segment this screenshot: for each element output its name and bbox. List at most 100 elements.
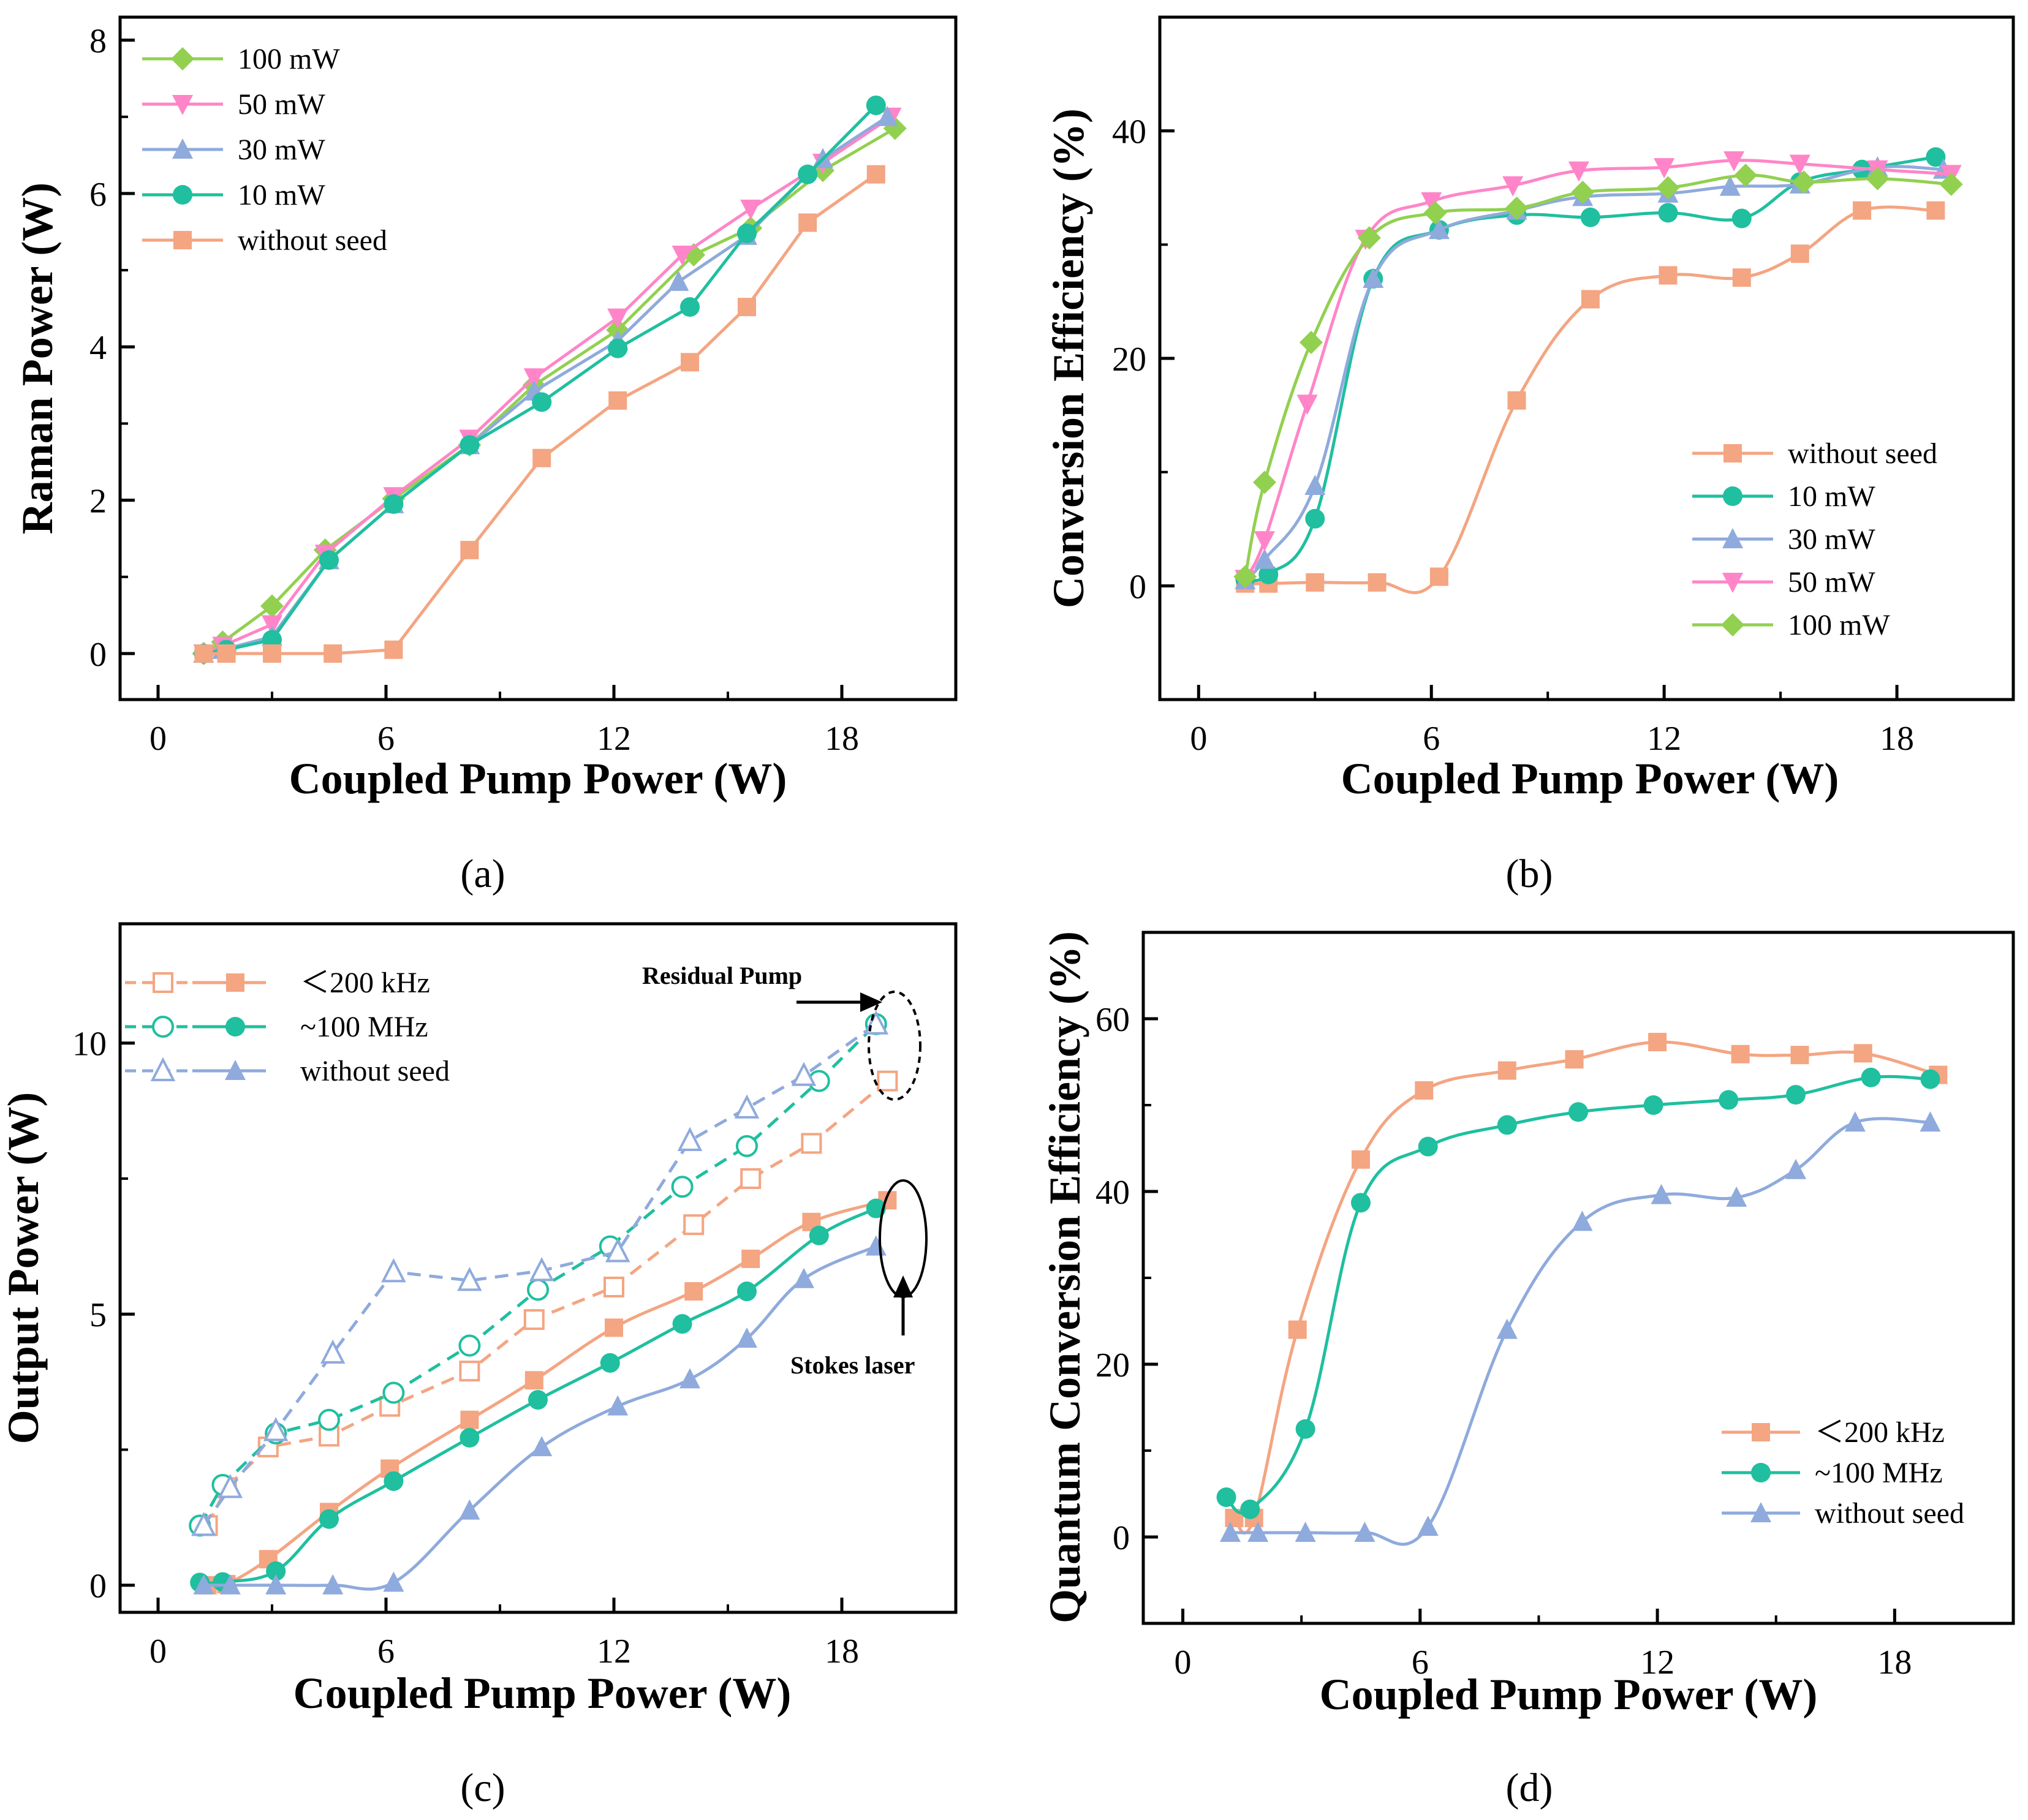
y-axis-title-c: Output Power (W): [0, 1092, 48, 1444]
data-point-c-2-1: [218, 1474, 243, 1498]
data-point-c-3-8: [684, 1282, 703, 1301]
y-tick-label: 60: [1095, 1001, 1130, 1039]
legend-c: ＜200 kHz ~100 MHz without seed: [125, 967, 450, 1087]
y-tick-label: 8: [89, 23, 107, 61]
legend-label: 10 mW: [1788, 480, 1875, 513]
data-point-c-2-2: [263, 1417, 289, 1441]
data-point-d-2-5: [1496, 1318, 1518, 1339]
data-point-c-4-9: [737, 1282, 757, 1302]
x-tick-label: 12: [597, 1633, 631, 1671]
data-point-d-1-10: [1861, 1067, 1881, 1087]
series-line-c-5: [203, 1245, 877, 1591]
panel-label-a: (a): [460, 851, 505, 896]
data-point-c-4-8: [672, 1314, 692, 1334]
legend-marker: [173, 231, 192, 249]
data-point-d-0-7: [1648, 1033, 1667, 1052]
x-axis-title-d: Coupled Pump Power (W): [1320, 1670, 1818, 1719]
data-point-b-4-8: [1734, 164, 1758, 187]
data-point-d-0-8: [1731, 1044, 1750, 1063]
data-point-a-3-5: [460, 435, 480, 455]
data-point-b-4-3: [1357, 226, 1381, 250]
data-point-c-1-5: [458, 1334, 481, 1357]
data-point-c-1-4: [382, 1381, 405, 1404]
legend-marker-open: [152, 1016, 174, 1038]
x-tick-label: 6: [1412, 1644, 1429, 1682]
legend-label: 100 mW: [238, 43, 340, 75]
data-point-d-2-4: [1417, 1516, 1439, 1536]
plot-frame-b: [1158, 15, 2015, 701]
data-point-b-4-11: [1939, 172, 1963, 196]
annotation-arrowhead-residual: [860, 992, 882, 1012]
data-point-b-3-4: [1421, 192, 1442, 213]
data-point-a-4-5: [460, 540, 479, 559]
data-point-d-0-3: [1352, 1150, 1370, 1169]
legend-label: 100 mW: [1788, 609, 1890, 641]
data-point-d-0-6: [1565, 1050, 1584, 1069]
data-point-b-3-8: [1723, 151, 1745, 172]
data-point-b-1-1: [1258, 564, 1279, 584]
series-line-a-1: [203, 115, 892, 655]
data-point-c-4-6: [528, 1390, 548, 1410]
x-axis-title-b: Coupled Pump Power (W): [1341, 754, 1839, 803]
data-point-b-0-4: [1429, 567, 1448, 586]
data-point-b-4-7: [1656, 176, 1680, 200]
legend-marker: [1723, 486, 1742, 506]
data-point-c-5-1: [219, 1574, 241, 1595]
data-point-d-0-2: [1288, 1320, 1307, 1339]
data-point-a-3-10: [798, 164, 818, 184]
data-point-a-4-11: [866, 165, 885, 184]
data-point-b-0-11: [1926, 201, 1945, 220]
data-point-c-5-3: [322, 1574, 344, 1595]
data-point-a-1-8: [672, 246, 693, 266]
data-point-c-3-5: [460, 1410, 479, 1429]
data-point-c-0-10: [801, 1133, 822, 1154]
panel-label-c: (c): [460, 1765, 505, 1810]
data-point-c-0-6: [523, 1309, 545, 1331]
data-point-c-0-11: [877, 1070, 898, 1092]
legend-marker: [225, 1017, 245, 1036]
y-tick-label: 20: [1112, 341, 1146, 379]
x-tick-label: 18: [1877, 1644, 1912, 1682]
series-line-d-2: [1230, 1117, 1931, 1546]
data-point-a-3-7: [608, 338, 628, 358]
x-axis-title-c: Coupled Pump Power (W): [293, 1669, 792, 1718]
x-tick-label: 12: [1647, 720, 1681, 758]
data-point-b-0-5: [1507, 391, 1526, 410]
data-point-a-3-11: [866, 95, 886, 115]
legend-label: without seed: [1815, 1497, 1964, 1530]
legend-d: ＜200 kHz ~100 MHz without seed: [1722, 1416, 1964, 1530]
y-tick-label: 5: [89, 1296, 107, 1334]
data-point-a-4-0: [194, 644, 213, 663]
data-point-c-1-9: [736, 1135, 758, 1157]
data-point-a-4-6: [532, 448, 551, 467]
data-point-b-4-2: [1299, 331, 1323, 355]
data-point-c-5-4: [383, 1571, 404, 1592]
annotations-c: Residual Pump Stokes laser: [642, 962, 928, 1379]
y-axis-title-d: Quantum Conversion Efficiency (%): [1040, 931, 1089, 1623]
legend-marker: [173, 185, 192, 205]
data-point-a-1-9: [740, 199, 762, 220]
data-point-b-1-7: [1658, 203, 1678, 223]
legend-marker: [1723, 444, 1742, 463]
plot-frame-c: [118, 922, 958, 1614]
data-point-a-3-3: [319, 550, 339, 570]
y-tick-label: 10: [72, 1025, 107, 1063]
data-point-c-4-7: [600, 1353, 620, 1373]
legend-marker: [172, 95, 193, 115]
data-point-d-2-2: [1295, 1521, 1316, 1542]
y-axis-title-a: Raman Power (W): [13, 183, 62, 535]
legend-marker: [1722, 573, 1743, 593]
panel-a: 0 6 12 18 0 2 4 6 8 Coupled Pump Power (W) Raman…: [13, 15, 958, 896]
data-point-b-4-6: [1571, 180, 1595, 204]
legend-marker: [225, 1060, 246, 1080]
x-tick-label: 12: [1640, 1644, 1674, 1682]
data-point-b-1-11: [1926, 147, 1946, 167]
data-point-b-0-3: [1368, 573, 1387, 592]
panel-b: 0 6 12 18 0 20 40 Coupled Pump Power (W) Conve…: [1044, 15, 2015, 896]
legend-label: 10 mW: [238, 179, 325, 211]
data-point-c-2-9: [734, 1094, 760, 1119]
panel-d: 0 6 12 18 0 20 40 60 Coupled Pump Power (W) Qua…: [1040, 931, 2015, 1810]
data-point-b-4-5: [1505, 196, 1529, 220]
data-point-c-4-5: [460, 1428, 480, 1448]
